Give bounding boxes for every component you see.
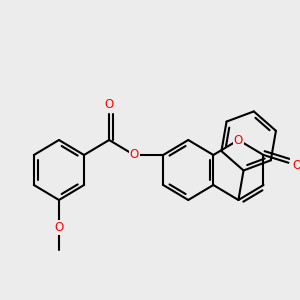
Text: O: O: [292, 159, 300, 172]
Text: O: O: [54, 221, 64, 234]
Text: O: O: [234, 134, 243, 146]
Text: O: O: [130, 148, 139, 161]
Text: O: O: [104, 98, 114, 111]
